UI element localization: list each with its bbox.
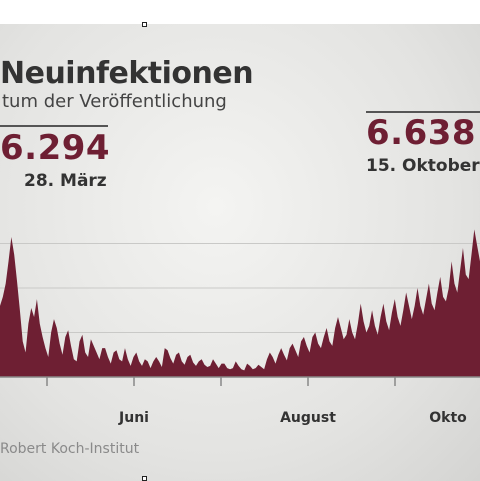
x-tick-label: August (280, 410, 336, 426)
source-note: Robert Koch-Institut (0, 441, 140, 457)
annotation-value-right: 6.638 (366, 113, 477, 153)
annotation-rule-left (0, 125, 108, 127)
chart-title: Neuinfektionen (0, 56, 254, 91)
x-ticks: Juni August Okto (46, 377, 467, 426)
x-tick-label: Juni (118, 410, 149, 426)
selection-handle[interactable] (142, 476, 147, 481)
annotation-rule-right (366, 111, 480, 113)
annotation-date-left: 28. März (24, 171, 107, 191)
selection-handle[interactable] (142, 22, 147, 27)
x-tick-label: Okto (429, 410, 467, 426)
series-area (0, 229, 480, 377)
annotation-date-right: 15. Oktober (366, 156, 480, 176)
chart: Juni August Okto (0, 229, 480, 426)
annotation-value-left: 6.294 (0, 128, 111, 168)
chart-panel: Juni August Okto Neuinfektionen tum der Ve… (0, 24, 480, 481)
chart-subtitle: tum der Veröffentlichung (2, 91, 227, 112)
